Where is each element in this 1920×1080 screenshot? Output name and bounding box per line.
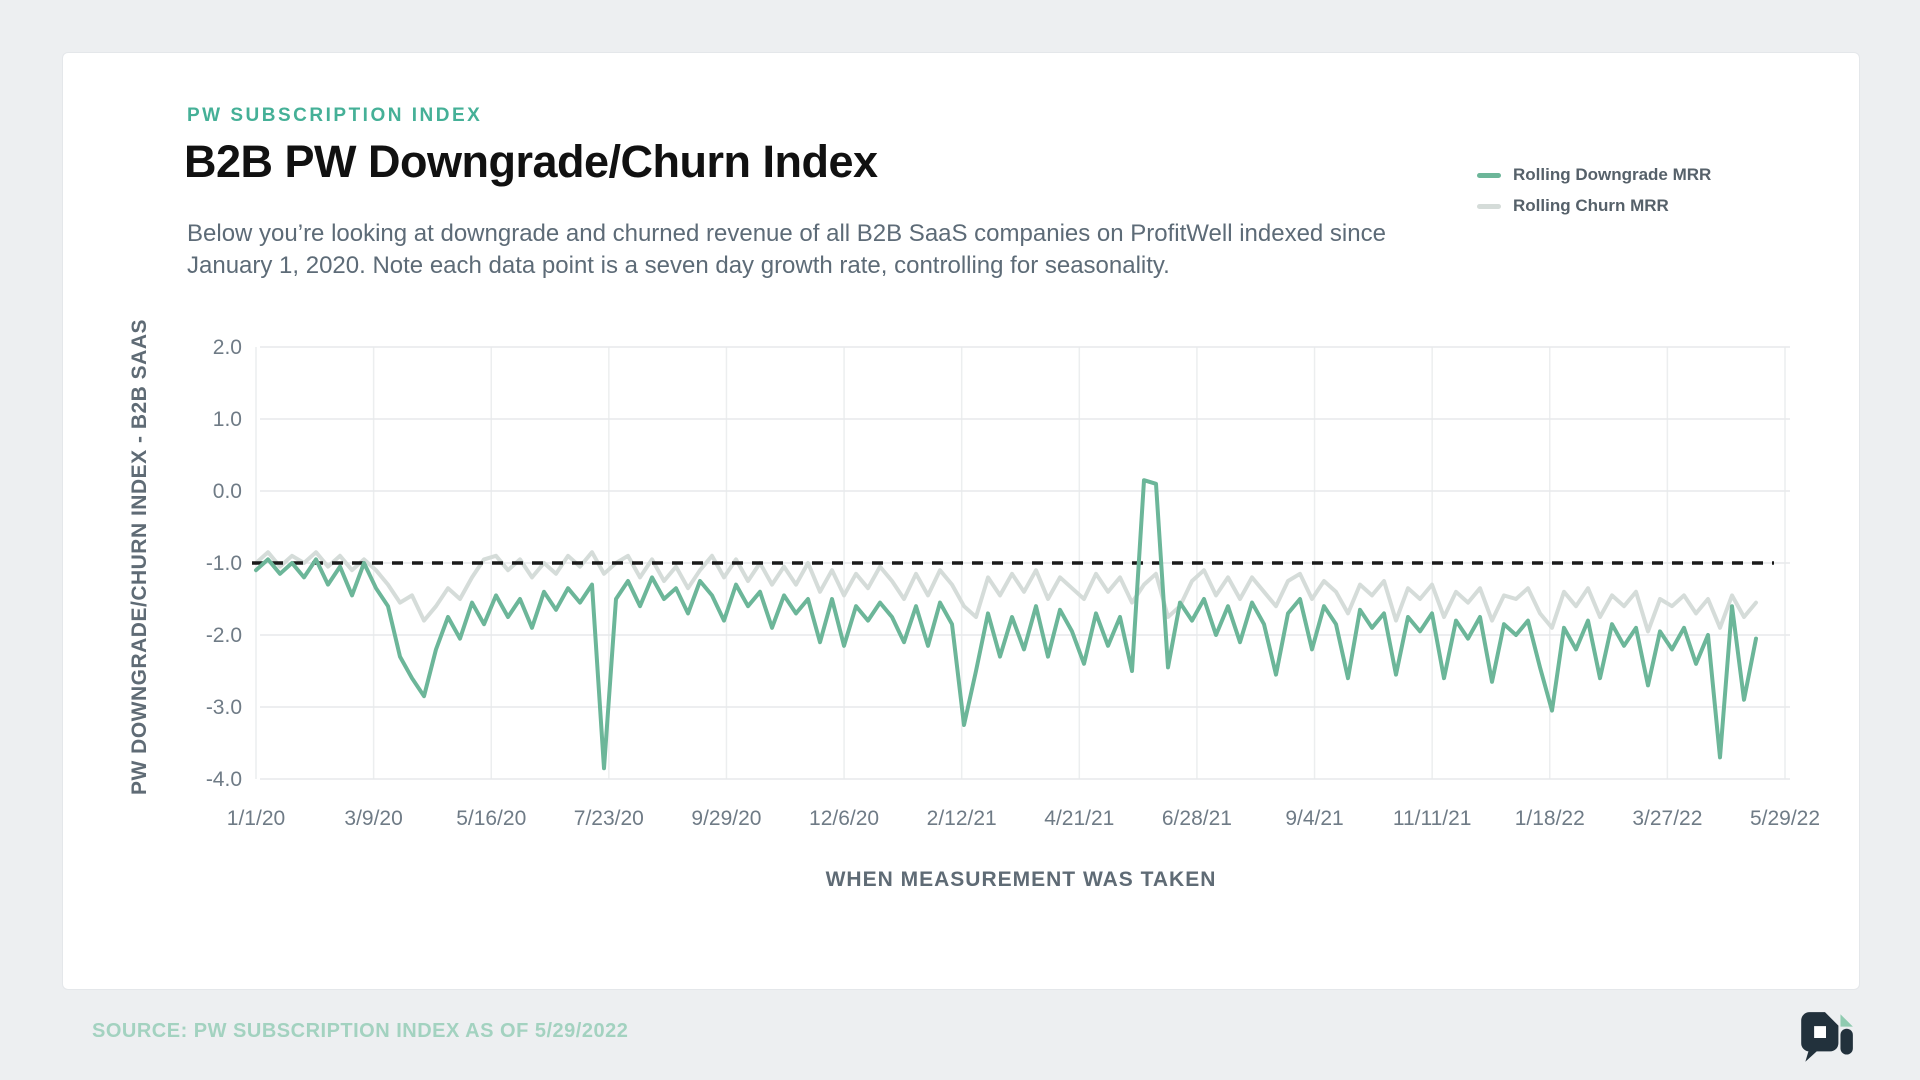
chart-description: Below you’re looking at downgrade and ch…	[187, 220, 1386, 279]
logo-i-bar	[1840, 1028, 1853, 1055]
profitwell-logo-icon	[1795, 1006, 1857, 1075]
x-axis-title: WHEN MEASUREMENT WAS TAKEN	[825, 868, 1217, 891]
source-attribution: SOURCE: PW SUBSCRIPTION INDEX AS OF 5/29…	[92, 1020, 629, 1042]
logo-teal-triangle-icon	[1840, 1014, 1853, 1027]
legend-item-rolling-churn-mrr: Rolling Churn MRR	[1477, 196, 1711, 216]
legend-item-rolling-downgrade-mrr: Rolling Downgrade MRR	[1477, 165, 1711, 185]
page-title: B2B PW Downgrade/Churn Index	[184, 136, 878, 187]
downgrade-line-swatch-icon	[1477, 172, 1501, 178]
eyebrow-label: PW SUBSCRIPTION INDEX	[187, 105, 483, 126]
legend: Rolling Downgrade MRR Rolling Churn MRR	[1477, 165, 1711, 227]
churn-line-swatch-icon	[1477, 203, 1501, 209]
legend-label: Rolling Churn MRR	[1513, 196, 1669, 215]
logo-square-cutout	[1814, 1026, 1826, 1038]
legend-label: Rolling Downgrade MRR	[1513, 165, 1712, 184]
